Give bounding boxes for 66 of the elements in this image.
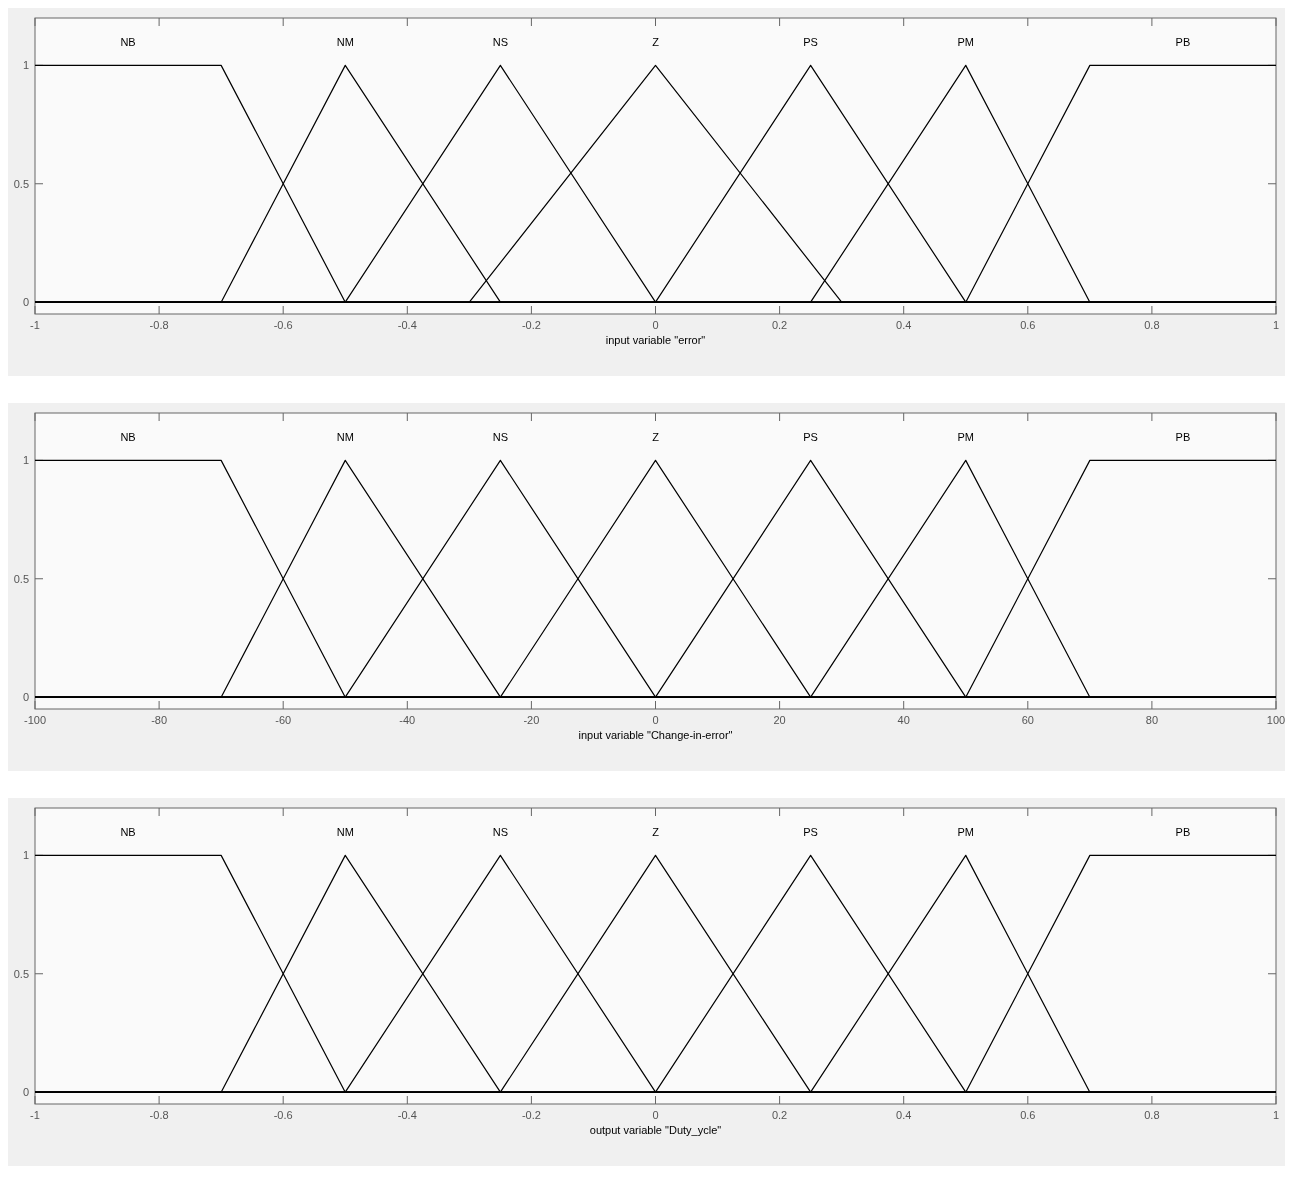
x-tick-label: -20 xyxy=(523,714,540,726)
x-tick-label: -40 xyxy=(399,714,416,726)
series-label: NM xyxy=(336,431,354,443)
x-axis-title: input variable "Change-in-error" xyxy=(578,729,733,741)
x-tick-label: 100 xyxy=(1266,714,1286,726)
y-tick-label: 1 xyxy=(22,454,29,467)
x-tick-label: 0.4 xyxy=(896,319,912,331)
x-tick-label: -0.8 xyxy=(149,1109,169,1121)
x-tick-label: -80 xyxy=(151,714,168,726)
x-tick-label: 0.6 xyxy=(1020,319,1036,331)
series-label: NB xyxy=(120,431,136,443)
y-tick-label: 0 xyxy=(22,1086,29,1099)
series-label: NB xyxy=(120,36,136,48)
y-tick-label: 1 xyxy=(22,59,29,72)
x-tick-label: 0 xyxy=(652,714,659,726)
x-tick-label: 0.8 xyxy=(1144,319,1160,331)
series-label: NS xyxy=(492,826,509,838)
x-tick-label: -0.8 xyxy=(149,319,169,331)
series-label: PS xyxy=(803,826,818,838)
series-label: PB xyxy=(1175,431,1191,443)
series-label: NM xyxy=(336,826,354,838)
series-label: PM xyxy=(957,826,974,838)
series-label: NB xyxy=(120,826,136,838)
y-tick-label: 0.5 xyxy=(13,967,29,980)
series-label: NS xyxy=(492,431,509,443)
x-tick-label: 60 xyxy=(1021,714,1034,726)
x-tick-label: -60 xyxy=(275,714,292,726)
series-label: NS xyxy=(492,36,509,48)
x-axis-title: input variable "error" xyxy=(605,334,706,346)
x-tick-label: 0.8 xyxy=(1144,1109,1160,1121)
series-label: Z xyxy=(652,36,660,48)
x-tick-label: 0 xyxy=(652,319,659,331)
x-axis-title: output variable "Duty_ycle" xyxy=(589,1124,722,1136)
x-tick-label: -100 xyxy=(23,714,47,726)
x-tick-label: 0.2 xyxy=(771,319,788,331)
series-label: Z xyxy=(652,431,660,443)
x-tick-label: 80 xyxy=(1145,714,1159,726)
series-label: NM xyxy=(336,36,354,48)
x-tick-label: -1 xyxy=(30,1109,40,1121)
series-label: PS xyxy=(803,36,818,48)
series-label: PB xyxy=(1175,36,1191,48)
series-label: PS xyxy=(803,431,818,443)
y-tick-label: 0 xyxy=(22,691,29,704)
series-label: PM xyxy=(957,36,974,48)
series-label: Z xyxy=(652,826,660,838)
x-tick-label: -0.6 xyxy=(273,1109,293,1121)
y-tick-label: 0.5 xyxy=(13,572,29,585)
x-tick-label: 0.4 xyxy=(896,1109,912,1121)
x-tick-label: 20 xyxy=(773,714,786,726)
x-tick-label: 0.2 xyxy=(771,1109,788,1121)
x-tick-label: 40 xyxy=(897,714,910,726)
x-tick-label: 0 xyxy=(652,1109,659,1121)
x-tick-label: -0.6 xyxy=(273,319,293,331)
x-tick-label: -0.4 xyxy=(397,319,417,331)
series-label: PM xyxy=(957,431,974,443)
x-tick-label: -0.2 xyxy=(521,319,541,331)
x-tick-label: 0.6 xyxy=(1020,1109,1036,1121)
y-tick-label: 0 xyxy=(22,296,29,309)
x-tick-label: -0.4 xyxy=(397,1109,417,1121)
x-tick-label: 1 xyxy=(1272,1109,1280,1121)
x-tick-label: 1 xyxy=(1272,319,1280,331)
y-tick-label: 1 xyxy=(22,849,29,862)
series-label: PB xyxy=(1175,826,1191,838)
x-tick-label: -0.2 xyxy=(521,1109,541,1121)
x-tick-label: -1 xyxy=(30,319,40,331)
y-tick-label: 0.5 xyxy=(13,177,29,190)
